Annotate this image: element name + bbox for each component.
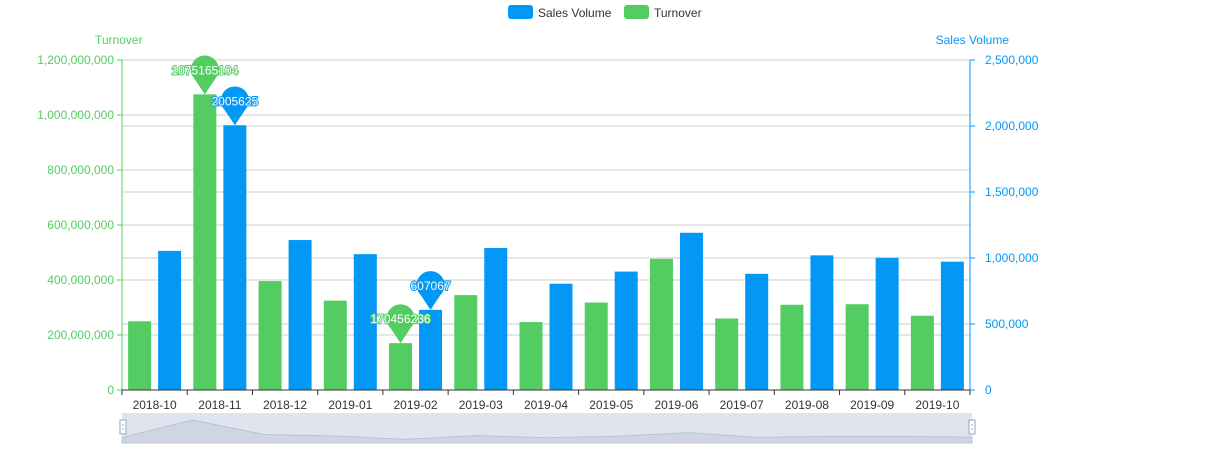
x-tick-label: 2018-12: [263, 398, 307, 412]
marker-label: 607067: [411, 279, 451, 293]
bar-sales-volume: [810, 255, 834, 390]
bar-turnover: [323, 300, 347, 390]
y-tick-label-left: 400,000,000: [47, 273, 114, 287]
legend[interactable]: Sales Volume Turnover: [508, 5, 702, 20]
x-axis: 2018-10 2018-11 2018-12 2019-01 2019-02 2019-…: [121, 389, 971, 412]
marker-pin: [190, 55, 219, 95]
x-tick-label: 2019-07: [720, 398, 764, 412]
marker-pin: [386, 304, 415, 344]
marker-label: 1075165104: [171, 63, 238, 77]
bar-turnover: [193, 94, 217, 391]
bar-sales-volume: [549, 283, 573, 390]
x-tick-label: 2019-04: [524, 398, 568, 412]
bar-turnover: [128, 321, 152, 390]
bar-sales-volume: [158, 250, 182, 390]
bar-turnover: [519, 322, 543, 390]
y-tick-label-right: 0: [985, 383, 992, 397]
data-zoom-handle-right[interactable]: [968, 419, 976, 435]
legend-item-sales-volume[interactable]: Sales Volume: [508, 5, 612, 20]
y-tick-label-left: 1,000,000,000: [37, 108, 114, 122]
bars: [128, 94, 964, 391]
x-tick-label: 2018-10: [133, 398, 177, 412]
legend-label-turnover: Turnover: [654, 6, 702, 20]
y-tick-label-right: 2,000,000: [985, 119, 1039, 133]
y-tick-label-left: 200,000,000: [47, 328, 114, 342]
bar-sales-volume: [875, 257, 899, 390]
x-tick-label: 2019-02: [394, 398, 438, 412]
y-tick-label-left: 1,200,000,000: [37, 53, 114, 67]
legend-swatch-turnover: [624, 5, 649, 19]
data-zoom-preview-area: [121, 419, 973, 444]
bar-sales-volume: [940, 261, 964, 390]
y-tick-label-right: 1,500,000: [985, 185, 1039, 199]
legend-label-sales-volume: Sales Volume: [538, 6, 612, 20]
marker-pin: [416, 271, 445, 310]
y-tick-label-left: 0: [107, 383, 114, 397]
bar-sales-volume: [419, 309, 443, 390]
bar-turnover: [780, 304, 804, 390]
bar-turnover: [649, 258, 673, 390]
x-tick-label: 2019-08: [785, 398, 829, 412]
data-zoom-slider[interactable]: [119, 413, 976, 444]
x-tick-label: 2019-05: [589, 398, 633, 412]
bar-sales-volume: [484, 247, 508, 390]
x-tick-label: 2019-01: [328, 398, 372, 412]
marker-pin: [220, 86, 249, 126]
bar-turnover: [258, 281, 282, 390]
legend-swatch-sales-volume: [508, 5, 533, 19]
bar-turnover: [910, 315, 934, 390]
x-tick-label: 2018-11: [198, 398, 241, 412]
bar-turnover: [389, 343, 413, 390]
data-zoom-handle-left[interactable]: [119, 419, 127, 435]
y-tick-label-right: 500,000: [985, 317, 1029, 331]
x-tick-label: 2019-10: [915, 398, 959, 412]
bar-sales-volume: [679, 232, 703, 390]
bar-turnover: [845, 304, 869, 390]
y-axis-right: 0 500,000 1,000,000 1,500,000 2,000,000 2,500…: [969, 53, 1039, 397]
markers: 1075165104 2005625 170456236 607067: [170, 55, 452, 344]
bar-turnover: [715, 318, 739, 390]
marker-label: 170456236: [370, 312, 430, 326]
y-axis-left-title: Turnover: [95, 33, 143, 47]
bar-turnover: [584, 302, 608, 390]
y-tick-label-left: 600,000,000: [47, 218, 114, 232]
y-axis-right-title: Sales Volume: [936, 33, 1010, 47]
bar-sales-volume: [288, 240, 312, 390]
marker-label: 2005625: [211, 94, 258, 108]
y-tick-label-right: 2,500,000: [985, 53, 1039, 67]
bar-sales-volume: [745, 273, 769, 390]
bar-sales-volume: [614, 271, 638, 390]
y-axis-left: 0 200,000,000 400,000,000 600,000,000 800,00…: [37, 53, 123, 397]
x-tick-label: 2019-06: [654, 398, 698, 412]
bar-sales-volume: [353, 254, 377, 390]
y-tick-label-right: 1,000,000: [985, 251, 1039, 265]
x-tick-label: 2019-03: [459, 398, 503, 412]
legend-item-turnover[interactable]: Turnover: [624, 5, 702, 20]
y-tick-label-left: 800,000,000: [47, 163, 114, 177]
bar-sales-volume: [223, 125, 247, 390]
bar-turnover: [454, 295, 478, 390]
x-tick-label: 2019-09: [850, 398, 894, 412]
